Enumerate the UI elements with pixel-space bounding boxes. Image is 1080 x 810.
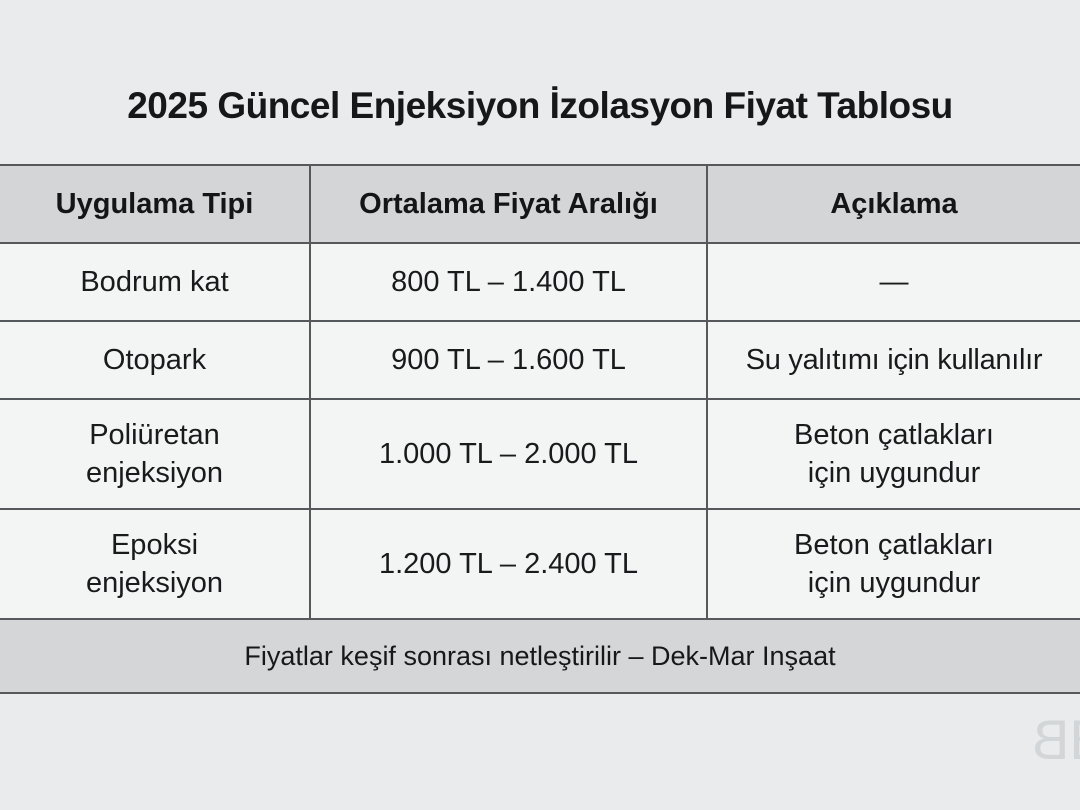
column-header-uygulama-tipi: Uygulama Tipi <box>0 166 311 242</box>
cell-note: — <box>879 266 909 298</box>
cell-note: Beton çatlakları için uygundur <box>794 419 994 489</box>
cell-application-type: Epoksi enjeksiyon <box>0 510 311 618</box>
table-row-poliuretan-enjeksiyon: Poliüretan enjeksiyon 1.000 TL – 2.000 T… <box>0 400 1080 510</box>
table-row-bodrum-kat: Bodrum kat 800 TL – 1.400 TL — <box>0 244 1080 322</box>
table-row-otopark: Otopark 900 TL – 1.600 TL Su yalıtımı iç… <box>0 322 1080 400</box>
footer-note: Fiyatlar keşif sonrası netleştirilir – D… <box>244 640 836 671</box>
cell-note: Beton çatlakları için uygundur <box>794 529 994 599</box>
cell-application-type: Otopark <box>0 322 311 398</box>
bb-logo-watermark-icon: BB <box>1044 708 1080 771</box>
column-header-ortalama-fiyat-araligi: Ortalama Fiyat Aralığı <box>311 166 708 242</box>
column-header-aciklama: Açıklama <box>830 188 958 220</box>
cell-price-range: 1.000 TL – 2.000 TL <box>311 400 708 508</box>
page-title: 2025 Güncel Enjeksiyon İzolasyon Fiyat T… <box>127 85 953 126</box>
cell-price-range: 1.200 TL – 2.400 TL <box>311 510 708 618</box>
cell-application-type: Bodrum kat <box>0 244 311 320</box>
watermark-glyph-mirrored: B <box>1044 708 1070 771</box>
table-row-epoksi-enjeksiyon: Epoksi enjeksiyon 1.200 TL – 2.400 TL Be… <box>0 510 1080 620</box>
price-table: Uygulama Tipi Ortalama Fiyat Aralığı Açı… <box>0 164 1080 620</box>
cell-price-range: 900 TL – 1.600 TL <box>311 322 708 398</box>
cell-application-type: Poliüretan enjeksiyon <box>0 400 311 508</box>
table-header-row: Uygulama Tipi Ortalama Fiyat Aralığı Açı… <box>0 166 1080 244</box>
cell-note: Su yalıtımı için kullanılır <box>745 344 1043 376</box>
footer-note-bar: Fiyatlar keşif sonrası netleştirilir – D… <box>0 620 1080 694</box>
watermark-glyph: B <box>1069 712 1080 768</box>
cell-price-range: 800 TL – 1.400 TL <box>311 244 708 320</box>
